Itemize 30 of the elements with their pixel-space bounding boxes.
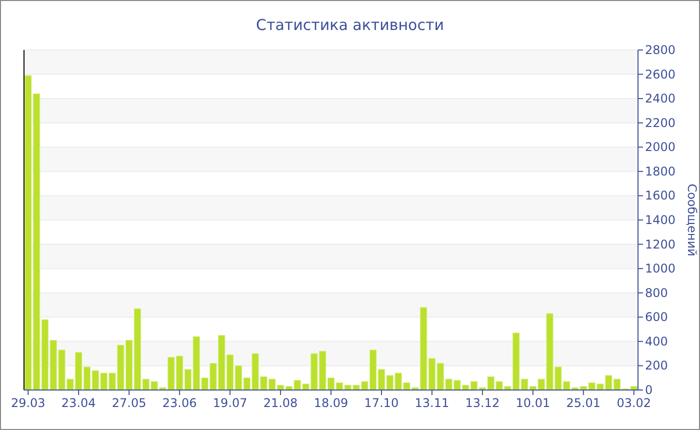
y-tick-label: 1800 xyxy=(645,164,676,178)
x-tick-label: 03.02 xyxy=(616,396,652,410)
x-tick-label: 21.08 xyxy=(263,396,298,410)
x-tick-label: 17.10 xyxy=(364,396,399,410)
y-tick-label: 2400 xyxy=(645,92,676,106)
y-tick-label: 1000 xyxy=(645,262,676,276)
x-tick-label: 19.07 xyxy=(212,396,248,410)
y-tick-label: 2200 xyxy=(645,116,676,130)
x-tick-label: 23.06 xyxy=(162,396,197,410)
y-tick-label: 2600 xyxy=(645,67,676,82)
y-tick-label: 600 xyxy=(645,310,668,324)
x-tick-label: 10.01 xyxy=(516,396,550,410)
y-axis-title: Сообщений xyxy=(685,184,699,256)
x-tick-label: 13.12 xyxy=(465,396,500,410)
x-tick-label: 23.04 xyxy=(61,396,96,410)
x-tick-label: 13.11 xyxy=(414,396,450,410)
x-tick-label: 18.09 xyxy=(314,396,348,410)
x-tick-label: 25.01 xyxy=(566,396,601,410)
y-tick-label: 800 xyxy=(645,286,668,300)
y-tick-label: 1600 xyxy=(645,188,676,203)
y-tick-label: 200 xyxy=(645,358,668,373)
y-tick-label: 400 xyxy=(645,334,668,348)
y-tick-label: 0 xyxy=(645,383,653,397)
chart-title: Статистика активности xyxy=(256,16,444,34)
x-tick-label: 29.03 xyxy=(10,396,46,410)
y-tick-label: 2800 xyxy=(645,43,676,57)
x-tick-label: 27.05 xyxy=(112,396,146,410)
y-tick-label: 1200 xyxy=(645,237,676,252)
y-tick-label: 2000 xyxy=(645,140,676,154)
y-tick-label: 1400 xyxy=(645,213,676,227)
